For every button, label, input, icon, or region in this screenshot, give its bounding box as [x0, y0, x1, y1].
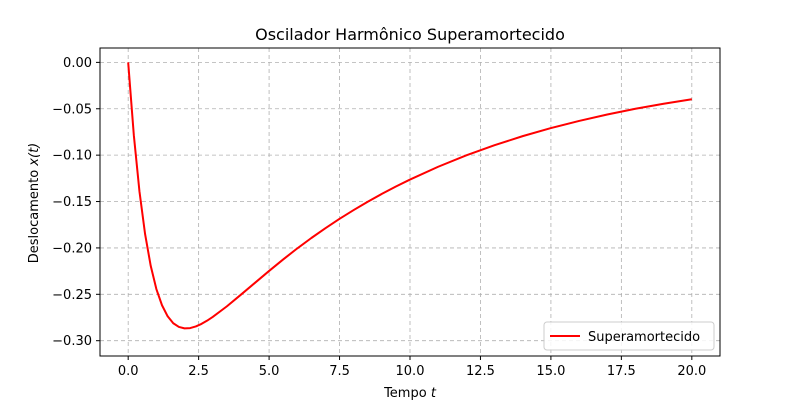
chart-title: Oscilador Harmônico Superamortecido: [255, 25, 565, 44]
x-tick-label: 10.0: [396, 364, 425, 379]
y-tick-label: −0.10: [52, 149, 92, 164]
x-tick-label: 7.5: [329, 364, 350, 379]
x-axis-label: Tempo t: [383, 386, 437, 400]
series-line: [127, 62, 692, 330]
x-tick-label: 17.5: [607, 364, 636, 379]
y-tick-label: −0.05: [52, 102, 92, 117]
x-tick-label: 12.5: [466, 364, 495, 379]
y-tick-label: −0.15: [52, 195, 92, 210]
x-tick-label: 0.0: [118, 364, 139, 379]
y-tick-label: 0.00: [63, 56, 92, 71]
y-tick-label: −0.25: [52, 288, 92, 303]
y-axis-ticks: 0.00 −0.05 −0.10 −0.15 −0.20 −0.25 −0.30: [52, 56, 100, 349]
x-tick-label: 20.0: [677, 364, 706, 379]
series-layer: [127, 62, 692, 330]
y-axis-label: Deslocamento x(t): [27, 143, 42, 264]
legend-label: Superamortecido: [588, 330, 700, 345]
x-tick-label: 15.0: [536, 364, 565, 379]
grid: [100, 48, 720, 356]
y-tick-label: −0.30: [52, 334, 92, 349]
x-axis-ticks: 0.0 2.5 5.0 7.5 10.0 12.5 15.0 17.5 20.0: [118, 356, 706, 379]
legend-box: [543, 321, 715, 351]
x-tick-label: 2.5: [188, 364, 209, 379]
y-tick-label: −0.20: [52, 241, 92, 256]
x-tick-label: 5.0: [259, 364, 280, 379]
legend: Superamortecido: [543, 321, 715, 351]
